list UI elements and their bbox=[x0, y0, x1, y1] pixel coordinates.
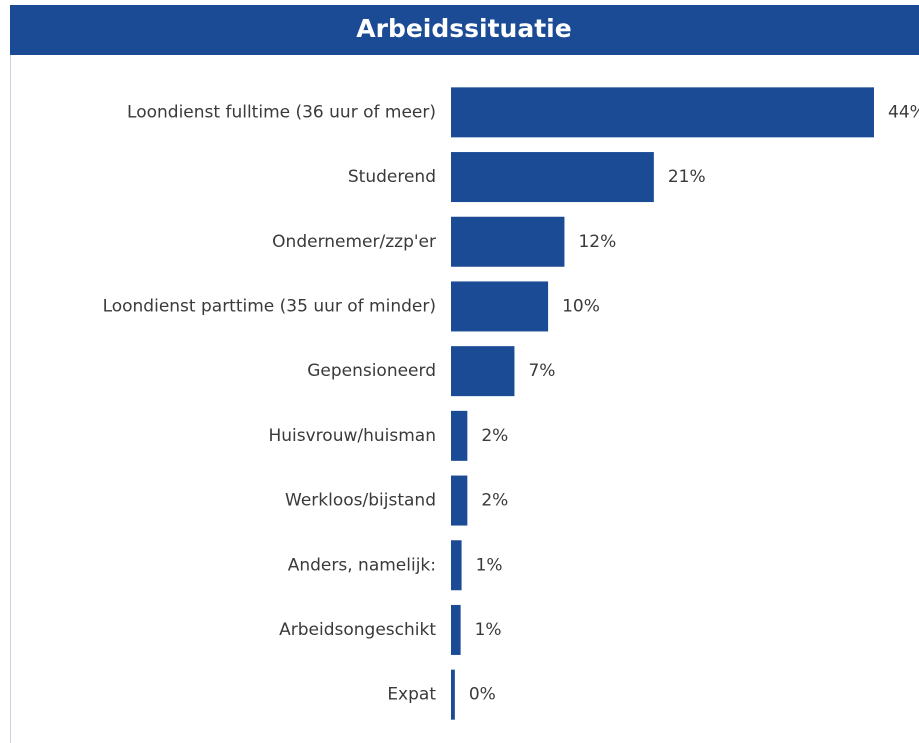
bar bbox=[451, 410, 468, 461]
value-label: 21% bbox=[668, 167, 706, 187]
category-label: Ondernemer/zzp'er bbox=[272, 232, 436, 252]
category-label: Loondienst parttime (35 uur of minder) bbox=[103, 296, 436, 316]
bar bbox=[451, 604, 461, 655]
value-label: 44% bbox=[888, 102, 919, 122]
value-label: 10% bbox=[562, 296, 600, 316]
value-label: 1% bbox=[475, 620, 502, 640]
category-label: Gepensioneerd bbox=[307, 361, 436, 381]
category-label: Huisvrouw/huisman bbox=[268, 426, 436, 446]
category-label: Arbeidsongeschikt bbox=[279, 620, 436, 640]
value-label: 12% bbox=[578, 232, 616, 252]
value-label: 2% bbox=[481, 491, 508, 511]
category-label: Studerend bbox=[348, 167, 436, 187]
value-label: 2% bbox=[481, 426, 508, 446]
category-label: Werkloos/bijstand bbox=[285, 491, 436, 511]
category-label: Anders, namelijk: bbox=[288, 555, 436, 575]
bar bbox=[451, 540, 462, 591]
bar bbox=[451, 87, 874, 138]
value-label: 7% bbox=[528, 361, 555, 381]
category-label: Loondienst fulltime (36 uur of meer) bbox=[127, 102, 436, 122]
bar bbox=[451, 216, 565, 267]
bar bbox=[451, 152, 654, 203]
bar bbox=[451, 475, 468, 526]
title-bar bbox=[10, 5, 919, 55]
bar bbox=[451, 669, 455, 720]
bar bbox=[451, 281, 549, 332]
bar bbox=[451, 346, 515, 397]
value-label: 1% bbox=[476, 555, 503, 575]
value-label: 0% bbox=[469, 685, 496, 705]
chart-title: Arbeidssituatie bbox=[356, 14, 571, 43]
category-label: Expat bbox=[387, 685, 436, 705]
